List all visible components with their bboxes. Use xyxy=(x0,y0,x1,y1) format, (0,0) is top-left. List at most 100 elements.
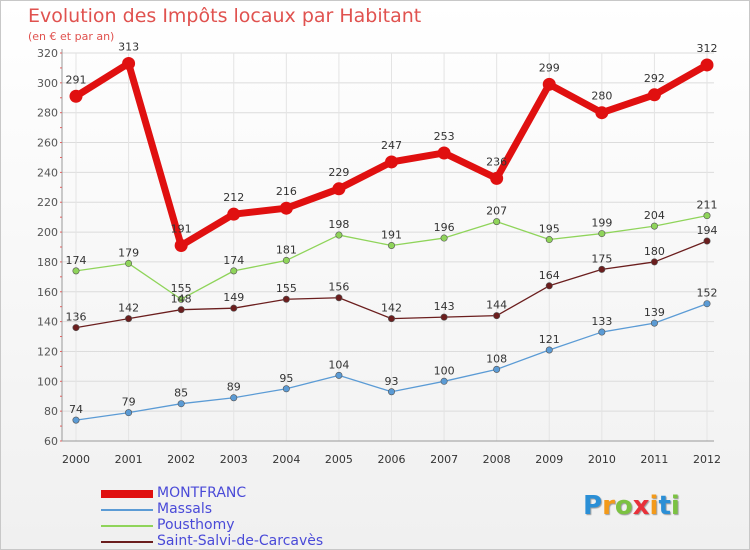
data-label: 152 xyxy=(697,287,718,300)
y-tick-label: 180 xyxy=(37,256,58,269)
data-point xyxy=(493,218,501,226)
data-label: 136 xyxy=(66,311,87,324)
data-label: 179 xyxy=(118,246,139,259)
data-label: 299 xyxy=(539,61,560,74)
data-point xyxy=(650,222,658,230)
data-point xyxy=(493,312,501,320)
data-point xyxy=(72,416,80,424)
legend-swatch xyxy=(101,509,153,511)
data-label: 195 xyxy=(539,223,560,236)
data-label: 191 xyxy=(381,229,402,242)
data-point xyxy=(72,267,80,275)
data-label: 155 xyxy=(171,282,192,295)
data-label: 181 xyxy=(276,243,297,256)
data-label: 108 xyxy=(486,352,507,365)
data-point xyxy=(282,256,290,264)
data-point xyxy=(598,328,606,336)
data-point xyxy=(703,212,711,220)
data-label: 121 xyxy=(539,333,560,346)
data-label: 198 xyxy=(328,218,349,231)
data-point xyxy=(230,304,238,312)
data-point xyxy=(598,230,606,238)
y-tick-label: 220 xyxy=(37,196,58,209)
data-point xyxy=(650,258,658,266)
data-point xyxy=(279,201,293,215)
data-label: 229 xyxy=(328,166,349,179)
logo-letter: i xyxy=(670,491,680,521)
data-point xyxy=(700,58,714,72)
data-label: 207 xyxy=(486,205,507,218)
data-label: 149 xyxy=(223,291,244,304)
logo-letter: i xyxy=(649,491,659,521)
data-label: 212 xyxy=(223,191,244,204)
data-point xyxy=(125,409,133,417)
data-point xyxy=(177,295,185,303)
data-label: 180 xyxy=(644,245,665,258)
y-tick-label: 160 xyxy=(37,286,58,299)
data-label: 144 xyxy=(486,299,507,312)
data-point xyxy=(595,106,609,120)
chart-title: Evolution des Impôts locaux par Habitant xyxy=(28,5,422,27)
data-label: 104 xyxy=(328,358,349,371)
data-point xyxy=(703,237,711,245)
data-label: 142 xyxy=(118,302,139,315)
data-point xyxy=(703,300,711,308)
data-point xyxy=(227,207,241,221)
data-point xyxy=(493,365,501,373)
data-point xyxy=(282,385,290,393)
y-tick-label: 100 xyxy=(37,375,58,388)
data-label: 174 xyxy=(223,254,244,267)
data-point xyxy=(545,236,553,244)
x-tick-label: 2006 xyxy=(378,453,406,466)
data-label: 85 xyxy=(174,387,188,400)
data-point xyxy=(125,259,133,267)
data-label: 175 xyxy=(591,252,612,265)
data-point xyxy=(542,77,556,91)
data-label: 143 xyxy=(434,300,455,313)
data-label: 313 xyxy=(118,40,139,53)
data-point xyxy=(177,400,185,408)
data-label: 236 xyxy=(486,155,507,168)
data-point xyxy=(387,388,395,396)
data-label: 79 xyxy=(122,396,136,409)
data-point xyxy=(332,182,346,196)
x-tick-label: 2001 xyxy=(115,453,143,466)
chart-subtitle: (en € et par an) xyxy=(28,30,115,43)
y-tick-label: 80 xyxy=(44,405,58,418)
data-label: 142 xyxy=(381,302,402,315)
data-label: 291 xyxy=(66,73,87,86)
data-point xyxy=(335,231,343,239)
data-label: 139 xyxy=(644,306,665,319)
data-point xyxy=(122,56,136,70)
proxiti-logo: Proxiti xyxy=(583,491,680,521)
x-tick-label: 2011 xyxy=(640,453,668,466)
y-tick-label: 300 xyxy=(37,77,58,90)
y-tick-label: 240 xyxy=(37,166,58,179)
logo-letter: P xyxy=(583,491,603,521)
data-point xyxy=(647,88,661,102)
data-point xyxy=(440,377,448,385)
data-point xyxy=(545,282,553,290)
y-tick-label: 260 xyxy=(37,137,58,150)
data-point xyxy=(230,394,238,402)
x-tick-label: 2002 xyxy=(167,453,195,466)
x-tick-label: 2012 xyxy=(693,453,721,466)
legend-swatch xyxy=(101,525,153,527)
data-label: 95 xyxy=(279,372,293,385)
logo-letter: r xyxy=(602,491,615,521)
data-label: 194 xyxy=(697,224,718,237)
data-label: 74 xyxy=(69,403,83,416)
y-tick-label: 120 xyxy=(37,345,58,358)
data-label: 247 xyxy=(381,139,402,152)
x-tick-label: 2010 xyxy=(588,453,616,466)
data-point xyxy=(490,171,504,185)
x-tick-label: 2004 xyxy=(272,453,300,466)
x-tick-label: 2007 xyxy=(430,453,458,466)
legend-label: Saint-Salvi-de-Carcavès xyxy=(157,533,324,549)
y-tick-label: 320 xyxy=(37,47,58,60)
data-label: 148 xyxy=(171,293,192,306)
logo-letter: t xyxy=(658,491,671,521)
data-label: 253 xyxy=(434,130,455,143)
data-label: 211 xyxy=(697,199,718,212)
